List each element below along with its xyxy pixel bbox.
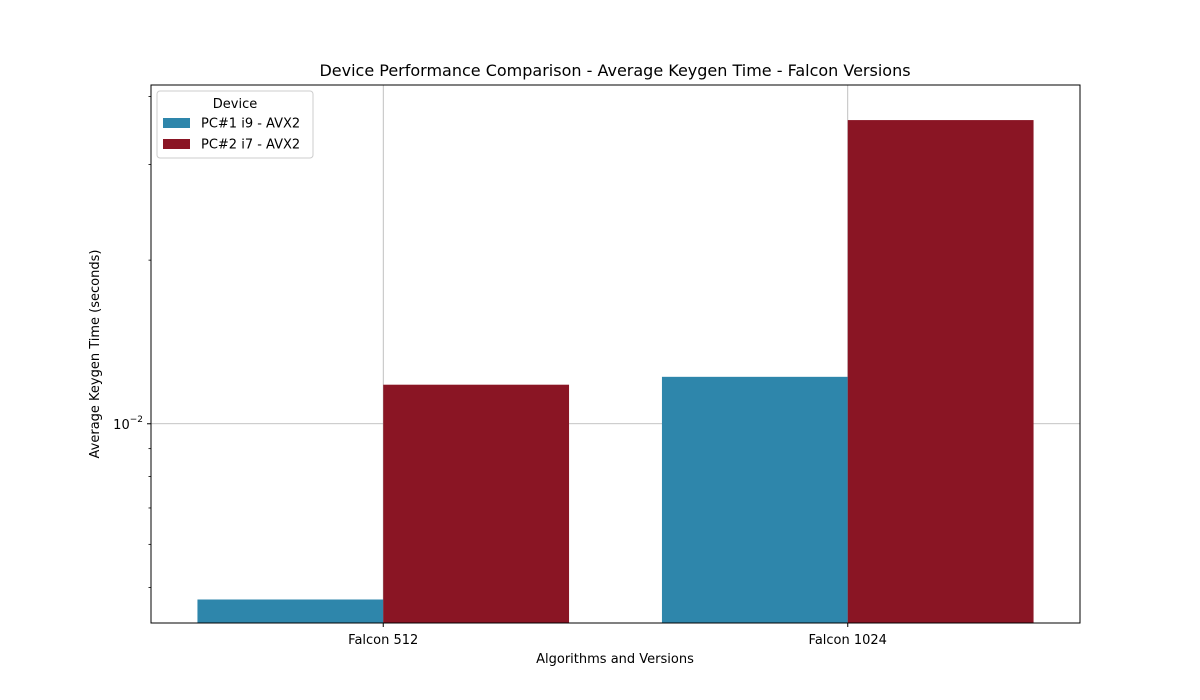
x-ticks: Falcon 512 Falcon 1024 xyxy=(348,623,887,648)
y-tick-label: 10−2 xyxy=(113,415,143,433)
legend-label-1: PC#1 i9 - AVX2 xyxy=(201,117,300,132)
legend-swatch-2 xyxy=(163,139,190,149)
bar-2-2 xyxy=(847,120,1034,623)
legend-swatch-1 xyxy=(163,118,190,128)
legend-box xyxy=(156,90,314,159)
x-tick-label: Falcon 1024 xyxy=(809,633,887,648)
legend-title: Device xyxy=(213,97,257,112)
legend: Device PC#1 i9 - AVX2 PC#2 i7 - AVX2 xyxy=(156,90,314,159)
bar-2-1 xyxy=(383,384,570,623)
y-ticks: 10−2 xyxy=(113,96,151,588)
x-axis-label: Algorithms and Versions xyxy=(536,652,694,667)
plot-frame xyxy=(150,84,1081,624)
legend-label-2: PC#2 i7 - AVX2 xyxy=(201,138,300,153)
bars xyxy=(197,120,1034,623)
y-axis-label: Average Keygen Time (seconds) xyxy=(88,250,103,459)
y-tick-label-exponent: −2 xyxy=(130,415,143,425)
bar-1-1 xyxy=(197,599,384,623)
chart-title: Device Performance Comparison - Average … xyxy=(319,61,910,80)
x-tick-label: Falcon 512 xyxy=(348,633,418,648)
bar-1-2 xyxy=(661,376,848,623)
y-tick-label-base: 10 xyxy=(113,418,130,433)
